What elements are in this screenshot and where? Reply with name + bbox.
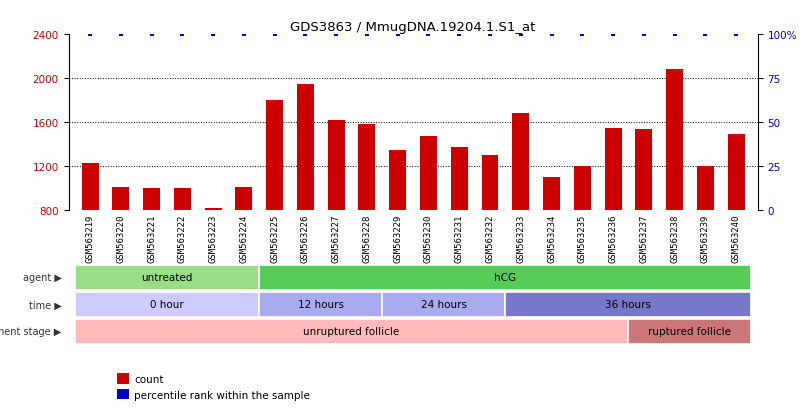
Bar <box>574 167 591 211</box>
Text: GSM563219: GSM563219 <box>85 215 94 263</box>
Text: GSM563239: GSM563239 <box>701 215 710 263</box>
Text: GSM563223: GSM563223 <box>209 215 218 263</box>
Text: hCG: hCG <box>494 273 517 283</box>
Bar <box>604 128 621 211</box>
Bar <box>481 156 498 211</box>
Text: GSM563237: GSM563237 <box>639 215 648 263</box>
Text: GSM563238: GSM563238 <box>670 215 679 263</box>
Text: percentile rank within the sample: percentile rank within the sample <box>134 390 310 400</box>
Bar <box>505 292 751 317</box>
Point <box>360 32 373 38</box>
Text: GSM563233: GSM563233 <box>517 215 526 263</box>
Bar <box>75 319 629 344</box>
Point <box>206 32 219 38</box>
Text: GSM563226: GSM563226 <box>301 215 310 263</box>
Text: GSM563230: GSM563230 <box>424 215 433 263</box>
Text: GSM563234: GSM563234 <box>547 215 556 263</box>
Point <box>514 32 527 38</box>
Text: 12 hours: 12 hours <box>297 299 344 310</box>
Bar <box>112 188 129 211</box>
Bar <box>297 85 314 211</box>
Point <box>145 32 158 38</box>
Text: ruptured follicle: ruptured follicle <box>649 326 732 337</box>
Bar <box>328 121 345 211</box>
Text: GSM563240: GSM563240 <box>732 215 741 263</box>
Bar <box>389 150 406 211</box>
Point <box>176 32 189 38</box>
Point <box>484 32 496 38</box>
Bar <box>117 389 129 399</box>
Bar <box>75 292 260 317</box>
Bar <box>629 319 751 344</box>
Bar <box>266 101 283 211</box>
Point <box>729 32 742 38</box>
Text: GSM563225: GSM563225 <box>270 215 279 263</box>
Text: untreated: untreated <box>141 273 193 283</box>
Bar <box>117 373 129 384</box>
Bar <box>382 292 505 317</box>
Text: agent ▶: agent ▶ <box>23 273 61 283</box>
Text: unruptured follicle: unruptured follicle <box>303 326 400 337</box>
Text: GSM563220: GSM563220 <box>116 215 125 263</box>
Bar <box>81 164 98 211</box>
Text: 24 hours: 24 hours <box>421 299 467 310</box>
Bar <box>666 70 683 211</box>
Point <box>545 32 558 38</box>
Point <box>114 32 127 38</box>
Bar <box>143 189 160 211</box>
Text: time ▶: time ▶ <box>29 299 61 310</box>
Text: GSM563229: GSM563229 <box>393 215 402 263</box>
Text: development stage ▶: development stage ▶ <box>0 326 61 337</box>
Text: GSM563228: GSM563228 <box>363 215 372 263</box>
Text: GSM563235: GSM563235 <box>578 215 587 263</box>
Text: GSM563227: GSM563227 <box>331 215 341 263</box>
Text: 36 hours: 36 hours <box>605 299 651 310</box>
Point <box>84 32 97 38</box>
Point <box>330 32 343 38</box>
Point <box>238 32 251 38</box>
Point <box>638 32 650 38</box>
Bar <box>174 189 191 211</box>
Text: 0 hour: 0 hour <box>150 299 184 310</box>
Title: GDS3863 / MmugDNA.19204.1.S1_at: GDS3863 / MmugDNA.19204.1.S1_at <box>290 21 536 34</box>
Point <box>453 32 466 38</box>
Point <box>422 32 435 38</box>
Text: GSM563221: GSM563221 <box>147 215 156 263</box>
Point <box>391 32 404 38</box>
Bar <box>697 167 714 211</box>
Text: count: count <box>134 374 164 384</box>
Point <box>668 32 681 38</box>
Bar <box>543 178 560 211</box>
Point <box>699 32 712 38</box>
Text: GSM563236: GSM563236 <box>609 215 617 263</box>
Bar <box>205 209 222 211</box>
Point <box>299 32 312 38</box>
Bar <box>359 125 376 211</box>
Bar <box>260 266 751 290</box>
Point <box>268 32 281 38</box>
Bar <box>635 129 652 211</box>
Bar <box>260 292 382 317</box>
Bar <box>728 135 745 211</box>
Text: GSM563231: GSM563231 <box>455 215 463 263</box>
Text: GSM563222: GSM563222 <box>178 215 187 263</box>
Bar <box>451 148 467 211</box>
Point <box>607 32 620 38</box>
Bar <box>75 266 260 290</box>
Point <box>575 32 588 38</box>
Bar <box>420 137 437 211</box>
Text: GSM563224: GSM563224 <box>239 215 248 263</box>
Bar <box>513 114 530 211</box>
Text: GSM563232: GSM563232 <box>485 215 495 263</box>
Bar <box>235 188 252 211</box>
